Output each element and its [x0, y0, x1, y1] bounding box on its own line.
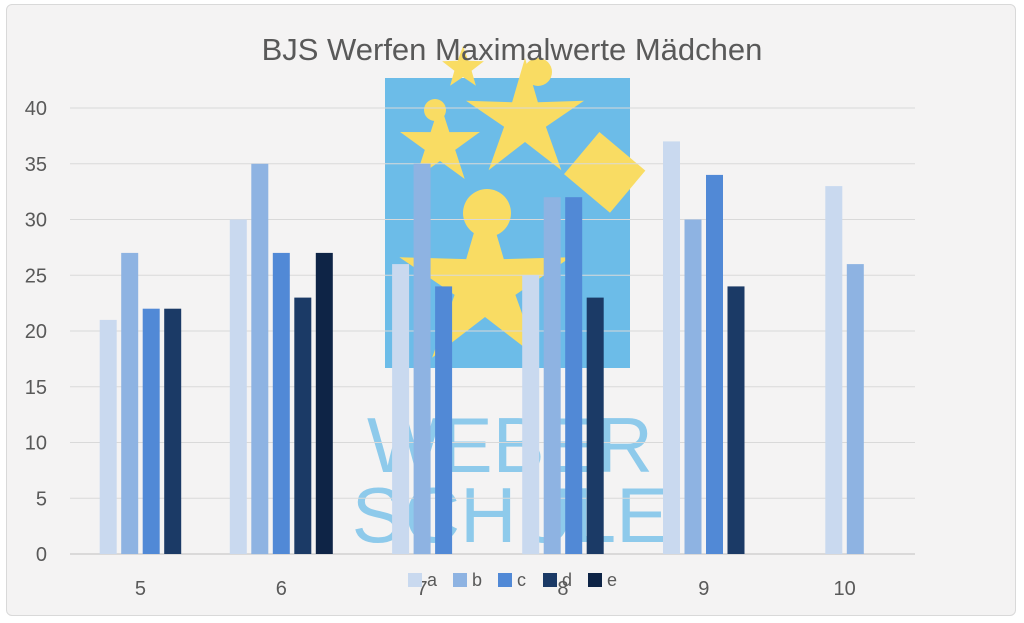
bar-c-5 [142, 308, 160, 554]
bar-d-9 [727, 286, 745, 554]
y-axis-ticks: 0 5 10 15 20 25 30 35 40 [25, 98, 47, 566]
bar-a-5 [99, 319, 117, 554]
bar-a-8 [522, 275, 540, 555]
bar-a-6 [229, 219, 247, 554]
bar-b-8 [543, 197, 561, 554]
logo-star-small [400, 103, 480, 179]
x-axis-ticks: 5 6 7 8 9 10 [135, 578, 856, 600]
bar-c-7 [435, 286, 453, 554]
legend-label-a: a [427, 570, 438, 590]
chart-title: BJS Werfen Maximalwerte Mädchen [262, 32, 763, 67]
logo-head-2 [524, 58, 552, 86]
legend-swatch-e [588, 573, 602, 587]
legend-swatch-d [543, 573, 557, 587]
x-tick-label: 5 [135, 578, 146, 600]
bar-d-8 [586, 297, 604, 554]
legend: a b c d e [408, 570, 617, 590]
y-tick-label: 40 [25, 98, 47, 120]
bar-a-10 [825, 186, 843, 554]
bar-c-8 [565, 197, 583, 554]
y-tick-label: 15 [25, 377, 47, 399]
bar-b-6 [251, 163, 269, 555]
legend-swatch-a [408, 573, 422, 587]
bar-b-7 [413, 163, 431, 555]
legend-swatch-c [498, 573, 512, 587]
bar-b-9 [684, 219, 702, 554]
y-tick-label: 35 [25, 154, 47, 176]
logo-head-3 [463, 189, 511, 237]
logo-star-large [399, 195, 571, 358]
x-tick-label: 7 [417, 578, 428, 600]
bar-c-9 [706, 174, 723, 554]
bar-e-6 [315, 252, 333, 554]
legend-label-e: e [607, 570, 617, 590]
logo-head-1 [424, 99, 446, 121]
logo-star-medium [466, 58, 584, 171]
y-tick-label: 20 [25, 321, 47, 343]
bars [99, 141, 864, 555]
legend-label-d: d [562, 570, 572, 590]
bar-a-7 [392, 264, 410, 554]
x-tick-label: 6 [276, 578, 287, 600]
legend-label-c: c [517, 570, 526, 590]
bar-a-9 [663, 141, 680, 554]
logo-book [564, 132, 646, 213]
legend-label-b: b [472, 570, 482, 590]
bar-b-10 [846, 264, 864, 554]
legend-swatch-b [453, 573, 467, 587]
bar-d-6 [294, 297, 312, 554]
y-tick-label: 0 [36, 544, 47, 566]
logo-star-top [442, 46, 484, 86]
bar-b-5 [121, 252, 139, 554]
x-tick-label: 8 [557, 578, 568, 600]
bar-d-5 [164, 308, 182, 554]
x-tick-label: 10 [833, 578, 855, 600]
x-tick-label: 9 [698, 578, 709, 600]
y-tick-label: 30 [25, 210, 47, 232]
bar-c-6 [272, 252, 290, 554]
gridlines [70, 107, 915, 555]
y-tick-label: 25 [25, 265, 47, 287]
y-tick-label: 10 [25, 433, 47, 455]
y-tick-label: 5 [36, 488, 47, 510]
